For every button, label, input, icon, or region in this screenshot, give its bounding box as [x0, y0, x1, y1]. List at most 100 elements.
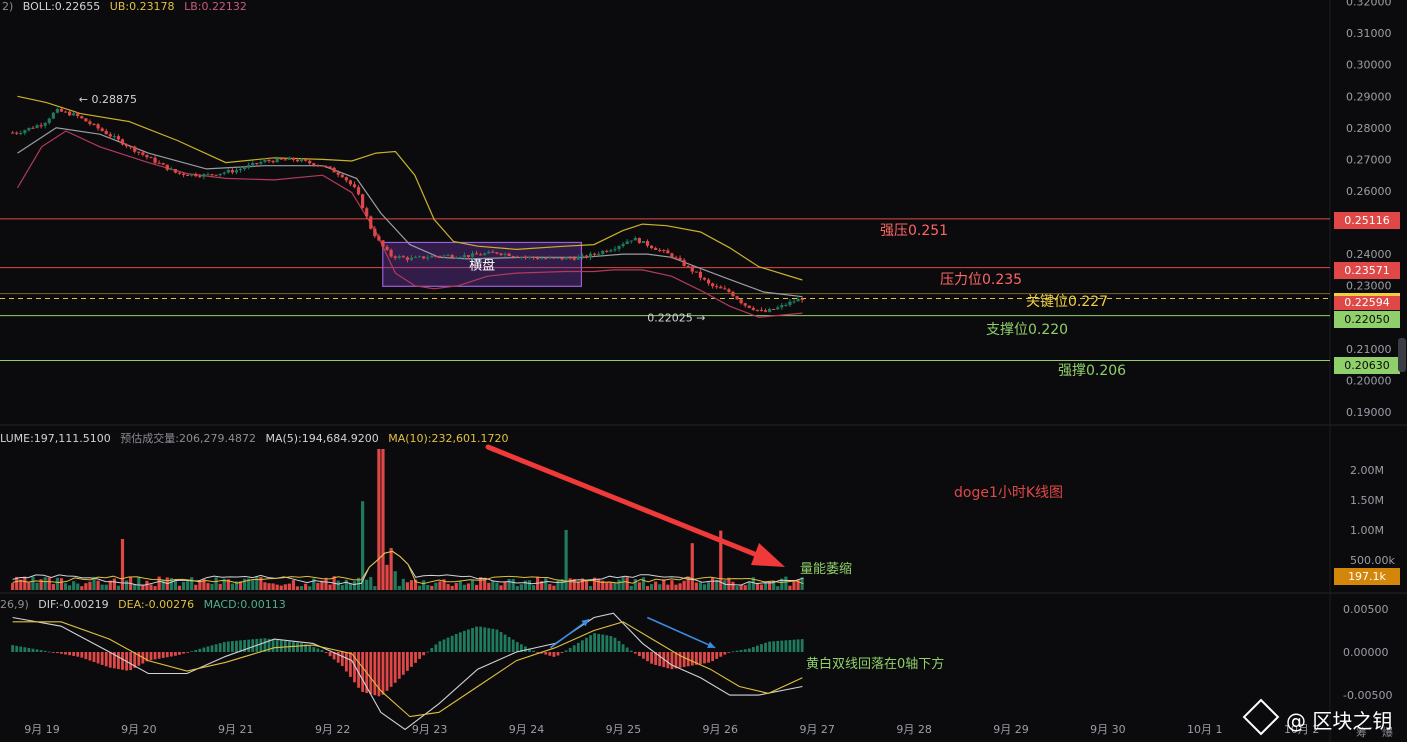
macd-bar: [784, 640, 788, 652]
volume-value: LUME:197,111.5100: [0, 432, 111, 445]
macd-bar: [617, 640, 621, 652]
volume-bar: [743, 585, 747, 590]
macd-arrow-1: [646, 616, 716, 649]
macd-bar: [800, 639, 804, 652]
candle: [308, 160, 312, 164]
high-price-label: ← 0.28875: [79, 93, 137, 106]
macd-bar: [621, 644, 625, 652]
price-axis-tick: 0.23000: [1346, 280, 1392, 293]
candle: [727, 289, 731, 292]
candle: [507, 253, 511, 257]
candle: [344, 177, 348, 181]
macd-bar: [137, 652, 141, 666]
candle: [702, 277, 707, 280]
candle: [462, 255, 466, 258]
candle: [173, 169, 178, 173]
macd-bar: [580, 640, 584, 652]
corner-label-2[interactable]: 爆: [1382, 726, 1393, 739]
candle: [206, 174, 210, 176]
candle: [755, 309, 759, 311]
candle: [55, 108, 59, 113]
volume-bar: [84, 583, 88, 590]
volume-note: 量能萎缩: [800, 562, 853, 577]
volume-bar: [15, 576, 19, 590]
macd-bar: [153, 652, 157, 660]
candle: [625, 241, 629, 245]
volume-bar: [413, 579, 418, 590]
macd-bar: [524, 646, 527, 652]
volume-bar: [784, 576, 788, 590]
candle: [304, 159, 308, 161]
candle: [633, 238, 637, 241]
volume-bar: [613, 582, 617, 590]
macd-bar: [165, 652, 169, 658]
macd-bar: [552, 652, 556, 657]
volume-bar: [763, 582, 768, 590]
candle: [544, 258, 548, 260]
volume-bar: [72, 581, 76, 590]
candle: [238, 168, 243, 171]
macd-bar: [381, 652, 385, 695]
volume-bar: [51, 584, 55, 590]
macd-bar: [727, 652, 731, 653]
macd-bar: [389, 652, 393, 687]
volume-bar: [35, 582, 39, 590]
candle: [120, 139, 125, 145]
candle: [479, 254, 483, 256]
macd-bar: [503, 634, 507, 652]
candle: [133, 146, 137, 152]
volume-bar: [344, 579, 348, 590]
candle: [531, 256, 536, 258]
volume-bar: [67, 585, 72, 590]
volume-bar: [576, 581, 580, 590]
corner-label-1[interactable]: 筹: [1356, 726, 1367, 739]
volume-bar: [540, 581, 544, 590]
macd-bar: [715, 652, 719, 659]
price-axis-handle[interactable]: [1398, 338, 1406, 372]
candle: [336, 172, 340, 175]
price-axis-tick: 0.30000: [1346, 59, 1392, 72]
candle: [356, 187, 361, 195]
macd-bar: [666, 652, 670, 669]
candle: [190, 173, 194, 176]
volume-bar: [727, 577, 731, 590]
macd-bar: [55, 652, 59, 654]
macd-bar: [735, 650, 739, 652]
volume-bar: [361, 501, 365, 590]
price-axis-tick: 0.28000: [1346, 122, 1392, 135]
candle: [112, 136, 116, 138]
macd-bar: [72, 652, 76, 656]
boll-mid-line: [17, 127, 803, 298]
macd-bar: [764, 642, 767, 652]
candle: [72, 113, 76, 116]
volume-bar: [63, 583, 68, 590]
volume-bar: [470, 580, 475, 590]
volume-bar: [279, 585, 283, 590]
x-axis-tick: 9月 22: [315, 723, 351, 736]
candle: [194, 173, 198, 177]
volume-bar: [259, 576, 263, 590]
dea-value: DEA:-0.00276: [118, 598, 195, 611]
volume-bar: [438, 581, 442, 590]
macd-bar: [23, 647, 27, 652]
candle: [796, 298, 800, 302]
volume-bar: [556, 580, 560, 590]
candle: [584, 255, 589, 258]
candle: [186, 174, 190, 176]
chart-title-note: doge1小时K线图: [954, 485, 1064, 501]
candle: [658, 249, 662, 251]
macd-bar: [263, 638, 267, 652]
volume-bar: [430, 585, 434, 590]
price-axis-tick: 0.32000: [1346, 0, 1392, 9]
macd-bar: [340, 652, 344, 667]
volume-bar: [194, 584, 198, 590]
volume-bar: [658, 584, 662, 590]
candle: [588, 253, 593, 258]
volume-bar: [458, 581, 462, 590]
volume-bar: [238, 581, 243, 590]
candle: [80, 116, 84, 119]
x-axis-tick: 10月 1: [1187, 723, 1223, 736]
volume-bar: [299, 586, 304, 590]
low-price-label: 0.22025 →: [647, 311, 705, 324]
